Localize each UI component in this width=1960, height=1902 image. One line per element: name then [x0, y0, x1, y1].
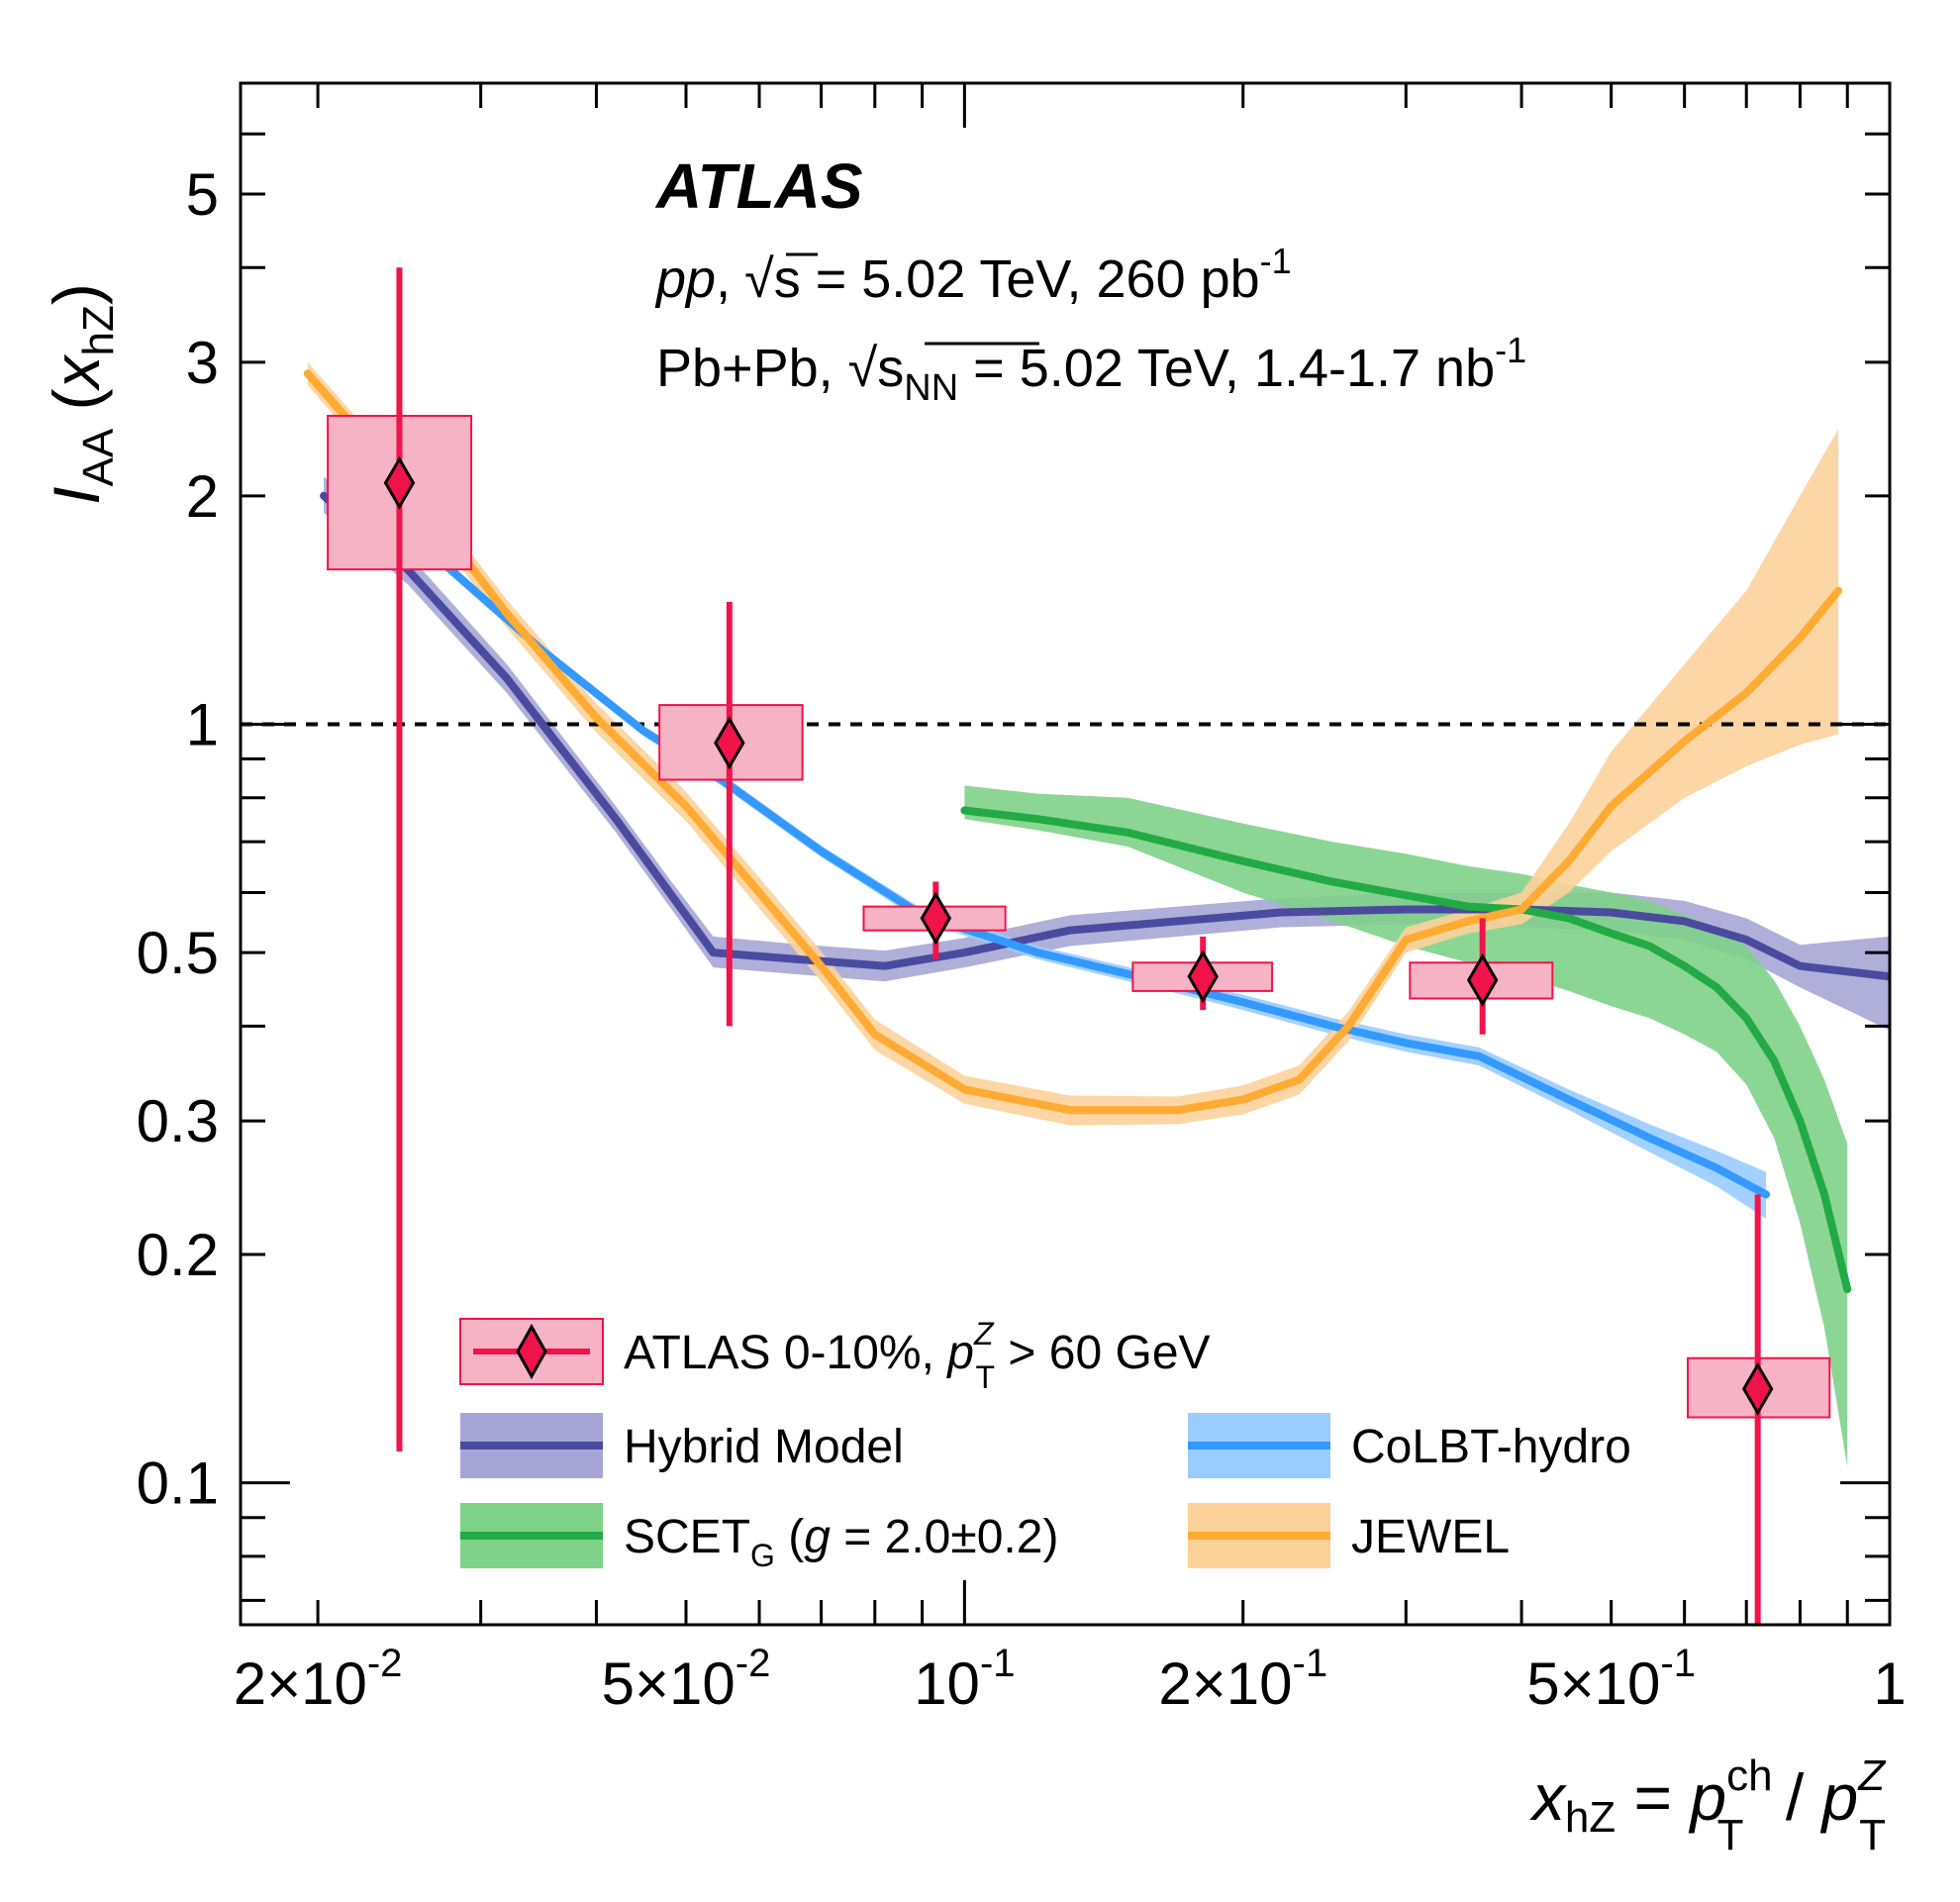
pp-sqrt-s: s [774, 250, 801, 309]
xlabel-p2: p [1820, 1760, 1859, 1834]
y-tick-label: 0.2 [137, 1222, 219, 1288]
atlas-points [327, 267, 1831, 1625]
legend-scet-label: SCETG (g = 2.0±0.2) [624, 1511, 1058, 1573]
ylabel-open: ( [40, 388, 113, 428]
x-tick-label: 2×10-2 [234, 1642, 403, 1717]
jewel-band [307, 361, 1839, 1126]
axis-ticks [241, 81, 1890, 1625]
scet-band [964, 785, 1848, 1467]
scet-line [960, 806, 1852, 1294]
jewel-line [303, 369, 1843, 1115]
pbpb-info-line: Pb+Pb, √sNN = 5.02 TeV, 1.4-1.7 nb-1 [656, 330, 1526, 409]
legend-atlas-label: ATLAS 0-10%, pZ T > 60 GeV [624, 1316, 1211, 1395]
x-tick-label: 2×10-1 [1158, 1642, 1327, 1717]
atlas-point [1687, 1194, 1831, 1625]
y-tick-label: 0.1 [137, 1451, 219, 1517]
atlas-point [1131, 936, 1274, 1011]
atlas-marker [1741, 1361, 1774, 1416]
y-tick-label: 0.5 [137, 920, 219, 986]
xlabel-p: p [1688, 1760, 1726, 1834]
pp-info-line: pp, √s = 5.02 TeV, 260 pb-1 [654, 241, 1292, 309]
atlas-marker [383, 455, 416, 510]
svg-text:IAA (xhZ): IAA (xhZ) [40, 283, 123, 505]
x-tick-label: 10-1 [914, 1642, 1015, 1717]
y-tick-label: 0.3 [137, 1088, 219, 1154]
atlas-point [862, 881, 1007, 959]
xlabel-p-sub: T [1717, 1811, 1744, 1859]
legend-hybrid-label: Hybrid Model [624, 1421, 904, 1473]
xlabel-x: x [1529, 1760, 1567, 1834]
ylabel-I: I [40, 487, 113, 505]
y-tick-label: 2 [186, 463, 219, 530]
x-tick-label: 1 [1873, 1651, 1906, 1717]
atlas-marker [714, 716, 745, 770]
plot-frame [239, 81, 1892, 1627]
x-tick-label: 5×10-1 [1526, 1642, 1696, 1717]
hybrid-line [320, 491, 1890, 981]
y-tick-label: 1 [186, 691, 219, 757]
atlas-marker [920, 891, 952, 946]
ylabel-I-sub: AA [74, 428, 123, 486]
ylabel-close: ) [40, 283, 113, 305]
atlas-point [658, 601, 804, 1027]
atlas-marker [1187, 950, 1219, 1004]
y-tick-label: 3 [186, 330, 219, 396]
ylabel-x: x [40, 353, 113, 391]
xlabel-p2-sub: T [1859, 1811, 1886, 1859]
atlas-point [1409, 918, 1554, 1035]
xlabel-slash: / [1767, 1760, 1821, 1834]
legend-colbt-label: CoLBT-hydro [1351, 1421, 1631, 1473]
xlabel-p2-sup: Z [1857, 1752, 1887, 1800]
atlas-marker [1466, 952, 1499, 1007]
legend-jewel-label: JEWEL [1351, 1511, 1510, 1563]
xlabel-p-sup: ch [1726, 1752, 1772, 1800]
legend: ATLAS 0-10%, pZ T > 60 GeV Hybrid Model C… [459, 1316, 1631, 1573]
xlabel-eq: = [1616, 1760, 1690, 1834]
y-axis-title: IAA (xhZ) [40, 283, 123, 505]
x-tick-label: 5×10-2 [602, 1642, 771, 1717]
atlas-point [327, 267, 473, 1452]
axis-tick-labels: 2×10-2 5×10-2 10-1 2×10-1 5×10-1 1 0.1 0.2 0.3 0.… [137, 161, 1907, 1717]
hybrid-band [324, 476, 1890, 1031]
legend-atlas-marker [516, 1323, 547, 1380]
ylabel-x-sub: hZ [74, 305, 123, 355]
y-tick-label: 5 [186, 161, 219, 228]
x-axis-title: xhZ = pch T / pZ T [1529, 1752, 1887, 1859]
experiment-label: ATLAS [654, 150, 863, 222]
xlabel-x-sub: hZ [1565, 1793, 1616, 1842]
